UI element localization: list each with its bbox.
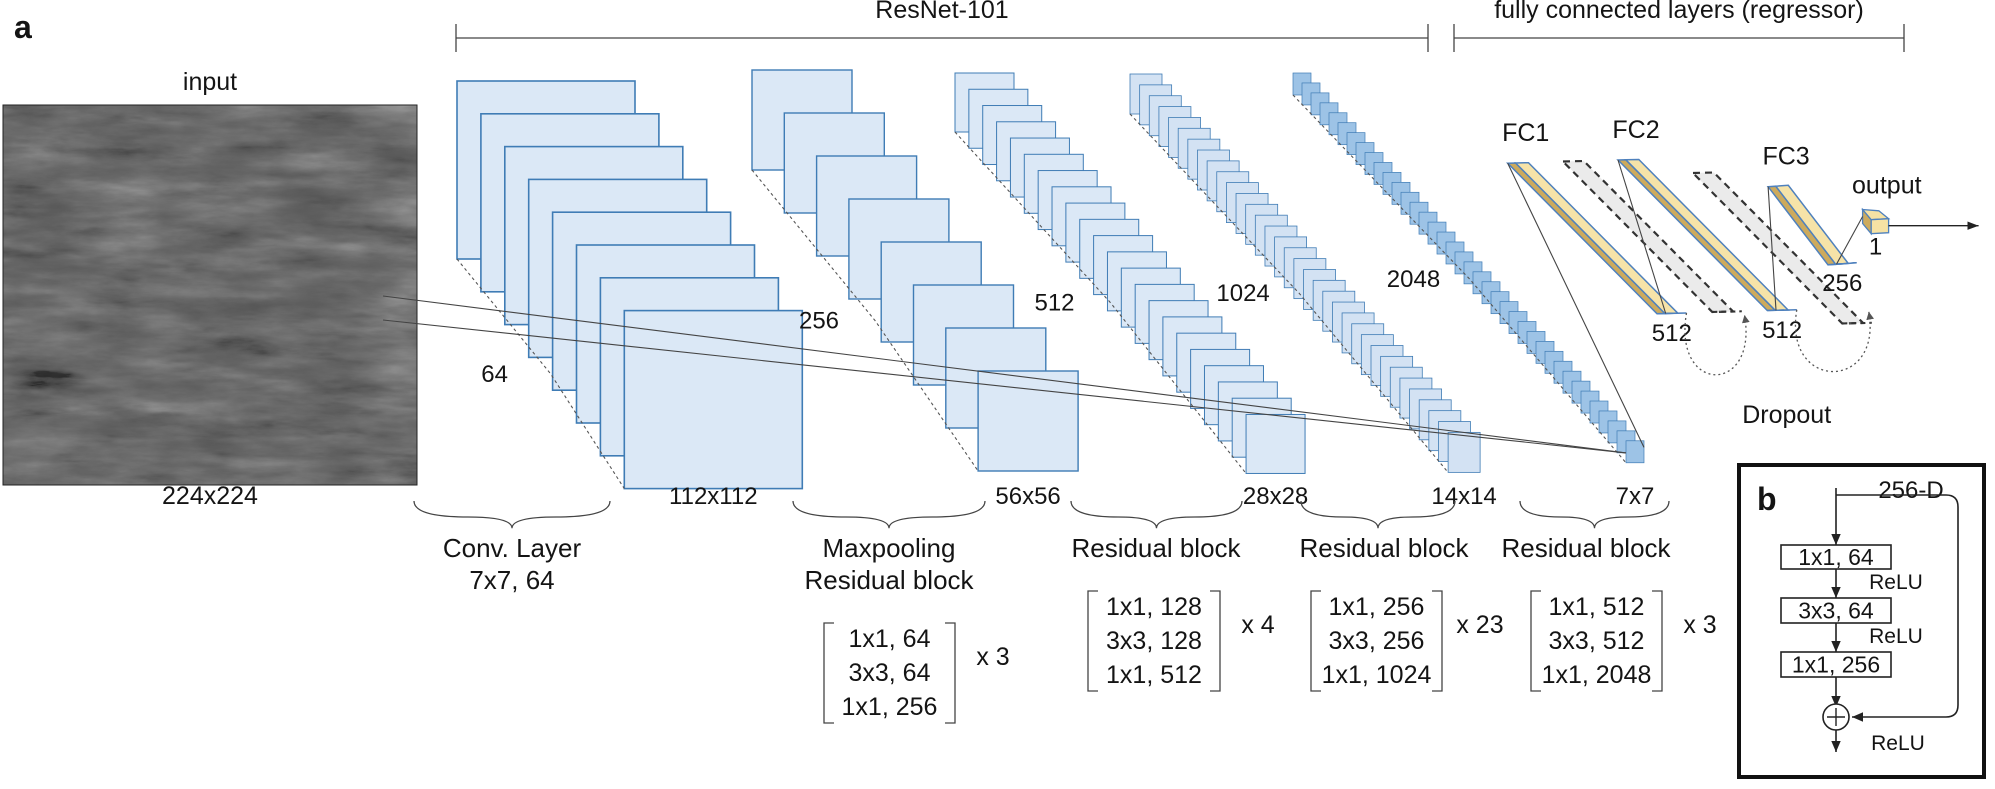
svg-text:3x3, 256: 3x3, 256 [1329, 627, 1425, 655]
svg-text:Residual block: Residual block [804, 565, 974, 595]
svg-text:Residual block: Residual block [1501, 533, 1671, 563]
svg-text:fully connected layers (regres: fully connected layers (regressor) [1494, 0, 1864, 24]
svg-text:1x1, 256: 1x1, 256 [1329, 593, 1425, 621]
svg-text:3x3, 512: 3x3, 512 [1549, 627, 1645, 655]
svg-text:14x14: 14x14 [1431, 483, 1496, 510]
svg-text:64: 64 [481, 361, 508, 388]
svg-text:1x1, 64: 1x1, 64 [1798, 544, 1874, 570]
svg-text:3x3, 128: 3x3, 128 [1106, 627, 1202, 655]
svg-text:56x56: 56x56 [995, 483, 1060, 510]
svg-text:output: output [1852, 172, 1922, 200]
svg-text:1x1, 64: 1x1, 64 [848, 625, 930, 653]
svg-text:256-D: 256-D [1878, 477, 1943, 504]
svg-text:1x1, 512: 1x1, 512 [1106, 661, 1202, 689]
svg-text:1x1, 512: 1x1, 512 [1549, 593, 1645, 621]
svg-text:1x1, 2048: 1x1, 2048 [1542, 661, 1652, 689]
svg-text:224x224: 224x224 [162, 482, 258, 510]
svg-text:2048: 2048 [1387, 266, 1440, 293]
svg-text:3x3, 64: 3x3, 64 [848, 659, 930, 687]
svg-text:256: 256 [799, 308, 839, 335]
svg-text:28x28: 28x28 [1243, 483, 1308, 510]
svg-text:a: a [14, 9, 32, 45]
svg-text:512: 512 [1034, 290, 1074, 317]
svg-text:ReLU: ReLU [1871, 732, 1925, 755]
svg-text:x 23: x 23 [1456, 611, 1503, 639]
svg-text:1: 1 [1869, 234, 1882, 261]
svg-text:ResNet-101: ResNet-101 [875, 0, 1008, 24]
svg-text:Conv. Layer: Conv. Layer [443, 533, 582, 563]
svg-text:1x1, 256: 1x1, 256 [1792, 652, 1880, 678]
svg-text:1x1, 1024: 1x1, 1024 [1322, 661, 1432, 689]
svg-text:FC3: FC3 [1762, 143, 1809, 171]
svg-text:FC2: FC2 [1612, 116, 1659, 144]
svg-text:7x7: 7x7 [1616, 483, 1655, 510]
svg-text:1x1, 128: 1x1, 128 [1106, 593, 1202, 621]
svg-text:FC1: FC1 [1502, 119, 1549, 147]
svg-text:input: input [183, 68, 237, 96]
svg-text:7x7, 64: 7x7, 64 [469, 565, 554, 595]
svg-text:256: 256 [1822, 270, 1862, 297]
svg-text:ReLU: ReLU [1869, 625, 1923, 648]
svg-text:Residual block: Residual block [1299, 533, 1469, 563]
svg-text:Maxpooling: Maxpooling [823, 533, 956, 563]
svg-text:Dropout: Dropout [1742, 401, 1831, 429]
svg-text:x 4: x 4 [1241, 611, 1274, 639]
svg-text:ReLU: ReLU [1869, 571, 1923, 594]
svg-text:x 3: x 3 [1683, 611, 1716, 639]
svg-text:1024: 1024 [1216, 280, 1269, 307]
svg-text:112x112: 112x112 [669, 483, 758, 510]
svg-text:1x1, 256: 1x1, 256 [842, 693, 938, 721]
svg-text:3x3, 64: 3x3, 64 [1798, 598, 1874, 624]
svg-text:Residual block: Residual block [1071, 533, 1241, 563]
svg-text:x 3: x 3 [976, 643, 1009, 671]
svg-text:b: b [1757, 481, 1777, 517]
